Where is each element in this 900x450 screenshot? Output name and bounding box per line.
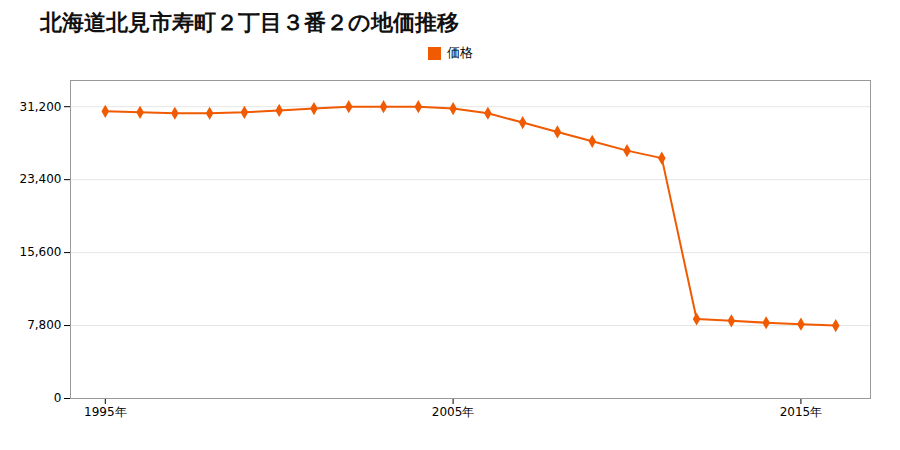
svg-text:7,800: 7,800 (27, 318, 61, 332)
html-text:価格: 価格 (446, 45, 473, 60)
svg-text:15,600: 15,600 (20, 245, 62, 259)
svg-text:23,400: 23,400 (20, 172, 62, 186)
svg-text:2015年: 2015年 (780, 405, 823, 419)
svg-text:31,200: 31,200 (20, 100, 62, 114)
html-text:北海道北見市寿町２丁目３番２の地価推移: 北海道北見市寿町２丁目３番２の地価推移 (40, 10, 459, 35)
svg-text:2005年: 2005年 (432, 405, 475, 419)
svg-text:1995年: 1995年 (84, 405, 127, 419)
svg-text:0: 0 (54, 391, 62, 405)
